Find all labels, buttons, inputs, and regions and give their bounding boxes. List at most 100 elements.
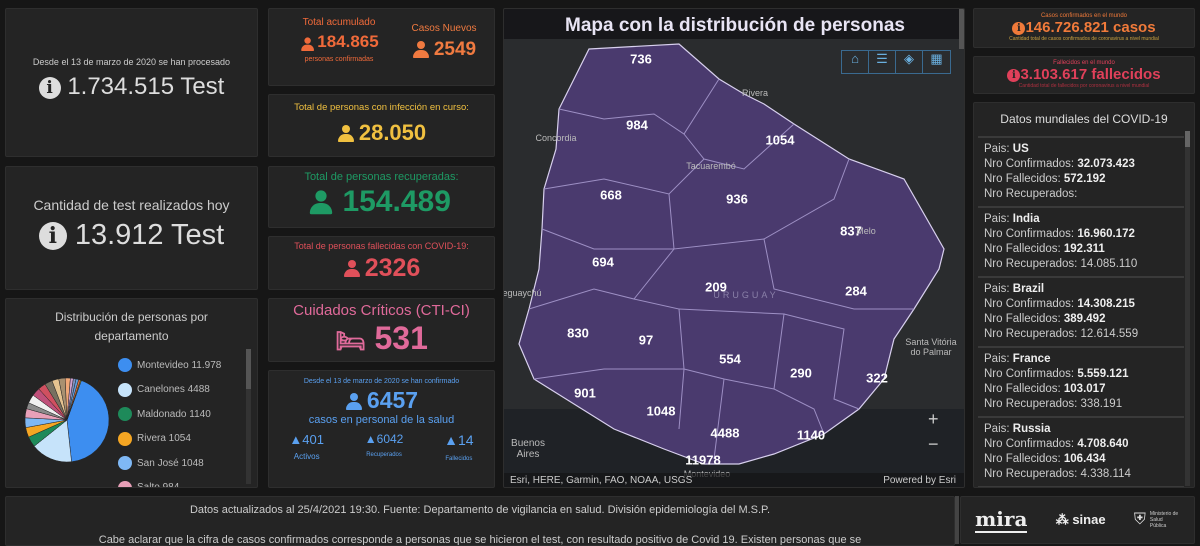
msp-logo: ⛨ Ministerio de Salud Pública <box>1133 511 1179 529</box>
chart-title: Distribución de personas por departament… <box>55 310 208 343</box>
place-label: URUGUAY <box>713 290 779 300</box>
legend-swatch <box>118 480 132 487</box>
tests-today-panel: Cantidad de test realizados hoy i 13.912… <box>5 166 258 290</box>
total-cases-value: 184.865 <box>317 32 379 51</box>
place-label: Concordia <box>535 133 577 143</box>
map-label[interactable]: 284 <box>845 283 867 299</box>
staff-recovered-value: 6042 <box>376 432 404 446</box>
total-cases-sub: personas confirmadas <box>304 56 374 63</box>
legend-item[interactable]: Canelones 4488 <box>118 378 221 403</box>
staff-recovered-label: Recuperados <box>366 452 402 458</box>
legend-label: Salto 984 <box>137 482 180 488</box>
map-label[interactable]: 209 <box>705 279 727 295</box>
confirmed-label: Nro Confirmados: <box>984 228 1078 240</box>
legend-scrollbar[interactable] <box>246 349 251 484</box>
country-item[interactable]: Pais: India Nro Confirmados: 16.960.172 … <box>978 208 1184 278</box>
deaths-value: 106.434 <box>1063 453 1106 465</box>
country-name: Brazil <box>1012 283 1045 295</box>
legend-item[interactable]: Maldonado 1140 <box>118 402 221 427</box>
pie-slice-montevideo[interactable] <box>66 380 110 463</box>
confirmed-value: 14.308.215 <box>1077 298 1135 310</box>
country-item[interactable]: Pais: Brazil Nro Confirmados: 14.308.215… <box>978 278 1184 348</box>
recovered-value: 338.191 <box>1080 398 1123 410</box>
map-label[interactable]: 936 <box>726 191 748 207</box>
new-cases-label: Casos Nuevos <box>411 23 477 34</box>
tests-total-panel: Desde el 13 de marzo de 2020 se han proc… <box>5 8 258 157</box>
country-item[interactable]: Pais: US Nro Confirmados: 32.073.423 Nro… <box>978 138 1184 208</box>
staff-active-label: Activos <box>293 452 320 461</box>
country-label: Pais: <box>984 283 1013 295</box>
world-deaths-value: 3.103.617 fallecidos <box>1020 66 1161 83</box>
health-staff-value: 6457 <box>366 387 419 413</box>
map-label[interactable]: 837 <box>840 223 862 239</box>
legend-item[interactable]: San José 1048 <box>118 451 221 476</box>
map-label[interactable]: 97 <box>638 332 654 348</box>
zoom-in-button[interactable]: + <box>928 409 939 429</box>
mira-logo: mira <box>975 507 1028 533</box>
map-label[interactable]: 830 <box>567 325 589 341</box>
layers-icon[interactable]: ◈ <box>896 51 923 73</box>
hospital-bed-icon: 🛏 <box>335 328 366 355</box>
uruguay-map[interactable] <box>504 9 965 488</box>
deaths-value: 389.492 <box>1063 313 1106 325</box>
person-icon <box>343 260 361 278</box>
map-label[interactable]: 1048 <box>646 403 676 419</box>
world-list-panel: Datos mundiales del COVID-19 Pais: US Nr… <box>973 102 1195 488</box>
world-cases-label: Casos confirmados en el mundo <box>1040 13 1128 19</box>
map-label[interactable]: 984 <box>626 117 648 133</box>
map-label[interactable]: 1140 <box>796 427 826 443</box>
person-icon <box>345 392 363 411</box>
person-icon <box>301 36 315 51</box>
legend-item[interactable]: Salto 984 <box>118 476 221 488</box>
shield-icon: ⛨ <box>1133 511 1146 528</box>
health-staff-caption: Desde el 13 de marzo de 2020 se han conf… <box>303 378 460 385</box>
legend-label: Rivera 1054 <box>137 433 191 445</box>
deaths-label: Nro Fallecidos: <box>984 313 1064 325</box>
place-label: Tacuarembó <box>686 161 736 171</box>
zoom-out-button[interactable]: − <box>928 434 939 454</box>
place-label: eguaychú <box>503 288 542 298</box>
map-label[interactable]: 694 <box>592 254 614 270</box>
legend-item[interactable]: Rivera 1054 <box>118 427 221 452</box>
confirmed-label: Nro Confirmados: <box>984 438 1078 450</box>
footer-scrollbar[interactable] <box>955 496 959 544</box>
country-item[interactable]: Pais: France Nro Confirmados: 5.559.121 … <box>978 348 1184 418</box>
map-label[interactable]: 322 <box>866 370 888 386</box>
map-label[interactable]: 290 <box>790 365 812 381</box>
map-label[interactable]: 554 <box>719 351 741 367</box>
deaths-label: Nro Fallecidos: <box>984 243 1064 255</box>
legend-item[interactable]: Montevideo 11.978 <box>118 353 221 378</box>
map-label[interactable]: 736 <box>630 51 652 67</box>
place-label: Melo <box>856 226 876 236</box>
recovered-value: 4.338.114 <box>1080 468 1131 480</box>
map-label[interactable]: 4488 <box>710 425 740 441</box>
legend-list-icon[interactable]: ☰ <box>869 51 896 73</box>
legend-label: Montevideo 11.978 <box>137 359 222 371</box>
pie-chart <box>24 377 110 463</box>
legend-label: San José 1048 <box>137 457 204 469</box>
powered-by-esri[interactable]: Powered by Esri <box>883 475 956 486</box>
basemap-gallery-icon[interactable]: ▦ <box>930 51 943 66</box>
recovered-label: Nro Recuperados: <box>984 468 1081 480</box>
deaths-value: 103.017 <box>1063 383 1106 395</box>
map-label[interactable]: 901 <box>574 385 596 401</box>
map-label[interactable]: 11978 <box>685 452 721 468</box>
cti-label: Cuidados Críticos (CTI-CI) <box>293 302 470 319</box>
tests-total-value: 1.734.515 Test <box>67 73 225 100</box>
country-list: Pais: US Nro Confirmados: 32.073.423 Nro… <box>978 136 1184 487</box>
map-title: Mapa con la distribución de personas <box>565 15 905 36</box>
map-label[interactable]: 1054 <box>765 132 795 148</box>
list-scrollbar[interactable] <box>1185 131 1190 486</box>
world-cases-sub: Cantidad total de casos confirmados de c… <box>1009 36 1159 42</box>
map-scrollbar[interactable] <box>959 9 964 49</box>
map-panel[interactable]: Mapa con la distribución de personas ⌂ ☰… <box>503 8 965 488</box>
health-staff-sub: casos en personal de la salud <box>308 414 455 426</box>
home-icon[interactable]: ⌂ <box>842 51 869 73</box>
recovered-panel: Total de personas recuperadas: 154.489 <box>268 166 495 228</box>
pie-slice-flores[interactable] <box>66 379 82 421</box>
legend-label: Canelones 4488 <box>137 384 210 396</box>
country-item[interactable]: Pais: Russia Nro Confirmados: 4.708.640 … <box>978 418 1184 487</box>
map-label[interactable]: 668 <box>600 187 622 203</box>
person-icon <box>412 40 430 59</box>
place-label: Santa Vitória do Palmar <box>905 337 957 357</box>
